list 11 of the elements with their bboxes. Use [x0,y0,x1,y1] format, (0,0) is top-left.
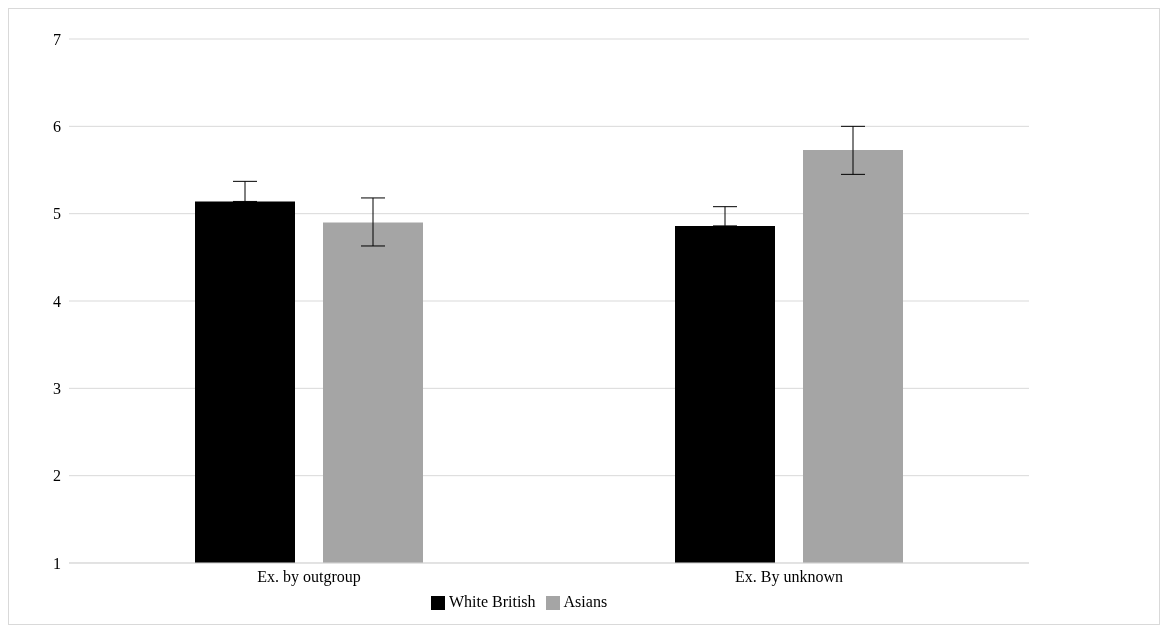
y-tick-label: 3 [53,380,61,398]
y-tick-label: 4 [53,292,61,310]
legend-label: Asians [563,593,608,610]
y-tick-label: 5 [53,205,61,223]
x-tick-label: Ex. by outgroup [257,568,361,587]
y-tick-label: 2 [53,467,61,485]
legend-label: White British [448,593,536,610]
y-tick-label: 7 [53,30,61,48]
x-tick-label: Ex. By unknown [735,568,843,587]
y-tick-label: 1 [53,554,61,572]
y-tick-label: 6 [53,118,61,136]
